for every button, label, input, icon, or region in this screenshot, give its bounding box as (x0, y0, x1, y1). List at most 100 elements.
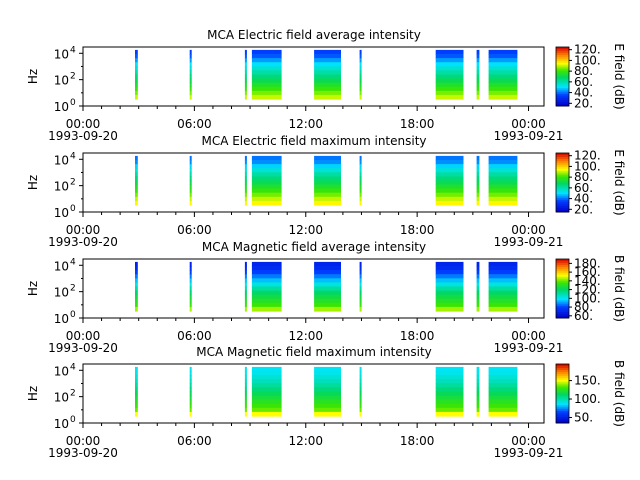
colorbar-swatch (556, 385, 569, 389)
spectral-cell (251, 266, 282, 271)
x-tick-label: 12:00 (288, 329, 323, 343)
colorbar-swatch (556, 405, 569, 408)
spectral-cell (488, 82, 518, 88)
panel-title: MCA Magnetic field maximum intensity (196, 345, 432, 359)
spectral-cell (244, 366, 247, 372)
spectral-cell (244, 200, 247, 206)
colorbar-swatch (556, 371, 569, 375)
colorbar-frame (555, 363, 570, 424)
colorbar-swatch (556, 286, 569, 289)
spectral-cell (251, 290, 282, 296)
colorbar-swatch (556, 381, 569, 385)
x-tick-label: 00:00 (66, 329, 101, 343)
spectral-cell (359, 399, 362, 405)
spectral-cell (251, 70, 282, 76)
spectral-cell (435, 155, 464, 161)
data-interval-block (251, 49, 282, 100)
colorbar-swatch (556, 58, 569, 62)
spectral-cell (135, 192, 138, 198)
spectral-cell (435, 387, 464, 393)
x-tick-date-label: 1993-09-20 (48, 129, 118, 143)
y-tick-label: 10 (54, 206, 69, 220)
spectral-cell (189, 94, 192, 100)
spectral-cell (244, 395, 247, 401)
spectral-cell (476, 261, 480, 267)
data-interval-block (488, 155, 518, 206)
spectral-cell (435, 298, 464, 304)
spectral-cell (135, 411, 138, 417)
colorbar-swatch (556, 365, 569, 369)
spectral-cell (251, 176, 282, 182)
spectral-cell (435, 266, 464, 271)
data-interval-block (435, 155, 464, 206)
spectral-cell (189, 411, 192, 417)
spectral-cell (476, 395, 480, 401)
colorbar-swatch (556, 316, 569, 319)
spectral-cell (244, 94, 247, 100)
spectral-cell (314, 403, 341, 409)
spectral-cell (251, 371, 282, 376)
spectral-cell (189, 168, 192, 173)
spectral-cell (314, 391, 341, 397)
spectral-cell (135, 168, 138, 173)
data-interval-block (476, 49, 480, 100)
spectral-cell (314, 286, 341, 292)
colorbar-swatch (556, 397, 569, 400)
spectral-cell (476, 282, 480, 288)
spectral-cell (476, 49, 480, 55)
spectral-cell (476, 192, 480, 198)
spectral-cell (135, 298, 138, 304)
spectral-cell (251, 274, 282, 279)
colorbar-swatch (556, 162, 569, 166)
colorbar-swatch (556, 272, 569, 276)
colorbar-swatch (556, 367, 569, 371)
spectral-cell (435, 192, 464, 198)
data-interval-block (435, 261, 464, 312)
spectral-cell (189, 155, 192, 161)
spectral-cell (314, 282, 341, 288)
spectral-cell (135, 395, 138, 401)
y-tick-exponent: 2 (70, 389, 76, 399)
spectral-cell (251, 62, 282, 67)
spectral-cell (476, 74, 480, 80)
spectral-cell (189, 192, 192, 198)
spectral-cell (435, 261, 464, 267)
spectral-cell (189, 78, 192, 84)
spectral-cell (314, 366, 341, 372)
spectral-cell (314, 298, 341, 304)
spectral-cell (135, 62, 138, 67)
data-interval-block (135, 49, 138, 100)
colorbar-swatch (556, 156, 569, 160)
y-tick-label: 10 (54, 153, 69, 167)
data-interval-block (189, 366, 192, 417)
spectral-cell (435, 196, 464, 202)
spectral-cell (314, 184, 341, 190)
spectral-cell (244, 66, 247, 71)
spectral-cell (435, 184, 464, 190)
spectral-cell (251, 375, 282, 380)
colorbar-swatch (556, 288, 569, 291)
spectral-cell (251, 403, 282, 409)
colorbar-swatch (556, 84, 569, 87)
spectral-cell (488, 395, 518, 401)
x-tick-label: 18:00 (400, 434, 435, 448)
colorbar-swatch (556, 276, 569, 280)
spectral-cell (488, 160, 518, 165)
y-tick-exponent: 2 (70, 72, 76, 82)
colorbar-tick-label: 180. (574, 256, 601, 270)
spectral-cell (244, 184, 247, 190)
spectral-cell (359, 54, 362, 59)
spectral-cell (251, 168, 282, 173)
spectral-cell (189, 74, 192, 80)
data-interval-block (476, 155, 480, 206)
data-interval-block (314, 155, 341, 206)
colorbar-swatch (556, 204, 569, 207)
spectral-cell (435, 168, 464, 173)
spectral-cell (359, 200, 362, 206)
spectral-cell (189, 391, 192, 397)
spectral-cell (251, 278, 282, 283)
spectral-cell (359, 70, 362, 76)
